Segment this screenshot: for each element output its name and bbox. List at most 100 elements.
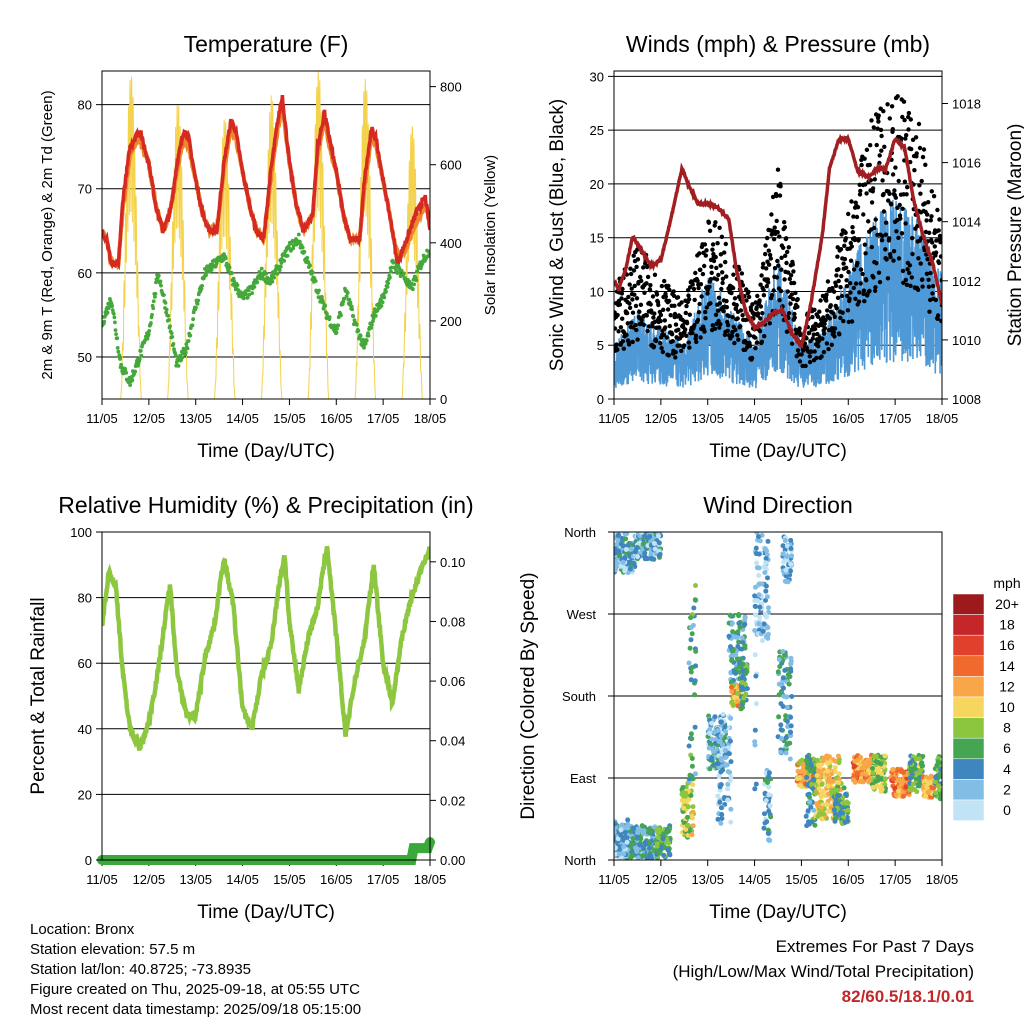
y-tick-label: 100 <box>70 525 92 540</box>
direction-point <box>639 532 645 535</box>
gust-point <box>871 275 876 280</box>
gust-point <box>692 323 697 328</box>
gust-point <box>863 182 868 187</box>
direction-point <box>688 731 694 737</box>
gust-point <box>853 296 858 301</box>
gust-point <box>896 235 901 240</box>
dewpoint-point <box>275 272 280 276</box>
dewpoint-point <box>232 279 237 283</box>
gust-point <box>772 266 778 271</box>
direction-point <box>924 783 929 789</box>
gust-point <box>686 293 691 298</box>
dewpoint-point <box>190 323 195 328</box>
gust-point <box>824 292 829 297</box>
gust-point <box>633 303 639 309</box>
gust-point <box>926 277 931 282</box>
gust-point <box>656 302 661 308</box>
direction-point <box>742 621 748 627</box>
dewpoint-point <box>159 283 163 288</box>
direction-point <box>630 836 636 842</box>
direction-point <box>614 845 618 851</box>
direction-point <box>765 830 771 836</box>
direction-point <box>681 798 687 804</box>
gust-point <box>662 318 667 323</box>
gust-point <box>906 127 911 132</box>
direction-point <box>932 779 938 785</box>
gust-point <box>880 233 885 239</box>
series-relative-humidity <box>102 545 430 752</box>
gust-point <box>849 199 854 204</box>
direction-point <box>933 790 939 796</box>
gust-point <box>761 293 767 298</box>
gust-point <box>659 346 664 351</box>
x-axis-label: Time (Day/UTC) <box>709 902 847 923</box>
direction-point <box>781 685 786 691</box>
gust-point <box>857 182 862 187</box>
gust-point <box>930 283 936 289</box>
direction-point <box>614 541 620 547</box>
gust-point <box>904 192 909 197</box>
gust-point <box>750 302 755 307</box>
direction-point <box>767 803 773 809</box>
gust-point <box>718 252 724 257</box>
plot-frame <box>101 531 431 861</box>
dewpoint-point <box>305 255 310 260</box>
direction-point <box>776 692 782 698</box>
direction-point <box>778 701 784 707</box>
y-tick-right-label: 1010 <box>952 333 981 348</box>
direction-point <box>686 743 692 749</box>
x-tick-label: 16/05 <box>320 411 353 426</box>
direction-point <box>755 598 761 604</box>
gust-point <box>663 325 668 330</box>
gust-point <box>791 280 797 286</box>
gust-point <box>910 137 916 142</box>
direction-point <box>752 739 758 745</box>
gust-point <box>843 230 848 235</box>
direction-point <box>825 783 831 789</box>
gust-point <box>717 325 722 330</box>
gust-point <box>881 109 886 114</box>
dewpoint-point <box>139 353 144 358</box>
panel-1: Temperature (F) 11/05 12/05 13/05 14/05 15/05… <box>39 31 499 462</box>
direction-point <box>785 579 791 585</box>
direction-point <box>635 830 641 836</box>
y-axis-label: Sonic Wind & Gust (Blue, Black) <box>547 99 568 371</box>
gust-point <box>785 289 790 294</box>
gust-point <box>827 316 832 321</box>
series-2m-dewpoint <box>102 232 430 387</box>
gust-point <box>807 354 812 359</box>
direction-point <box>831 807 837 813</box>
direction-point <box>760 628 766 634</box>
direction-point <box>914 789 920 795</box>
dewpoint-point <box>235 283 240 288</box>
x-axis-label: Time (Day/UTC) <box>197 902 335 923</box>
direction-point <box>780 675 786 681</box>
direction-point <box>761 825 767 831</box>
dewpoint-point <box>113 328 118 332</box>
direction-point <box>759 581 765 587</box>
direction-point <box>818 805 824 811</box>
gust-point <box>876 113 881 118</box>
gust-point <box>848 240 853 246</box>
direction-point <box>832 769 838 775</box>
gust-point <box>873 285 878 290</box>
dewpoint-point <box>186 339 191 343</box>
direction-point <box>825 768 831 774</box>
direction-point <box>931 785 937 791</box>
gust-point <box>831 311 836 316</box>
direction-point <box>806 821 812 827</box>
gust-point <box>707 228 713 233</box>
direction-point <box>819 793 825 798</box>
x-tick-label: 14/05 <box>226 872 259 887</box>
y-tick-label: East <box>570 771 596 786</box>
gust-point <box>693 270 698 276</box>
dewpoint-point <box>115 346 120 350</box>
gust-point <box>768 256 773 261</box>
direction-point <box>753 781 759 787</box>
direction-point <box>797 775 803 781</box>
gust-point <box>763 243 768 248</box>
direction-point <box>757 604 763 610</box>
direction-point <box>730 629 736 635</box>
gust-point <box>815 314 821 319</box>
direction-point <box>709 755 715 761</box>
